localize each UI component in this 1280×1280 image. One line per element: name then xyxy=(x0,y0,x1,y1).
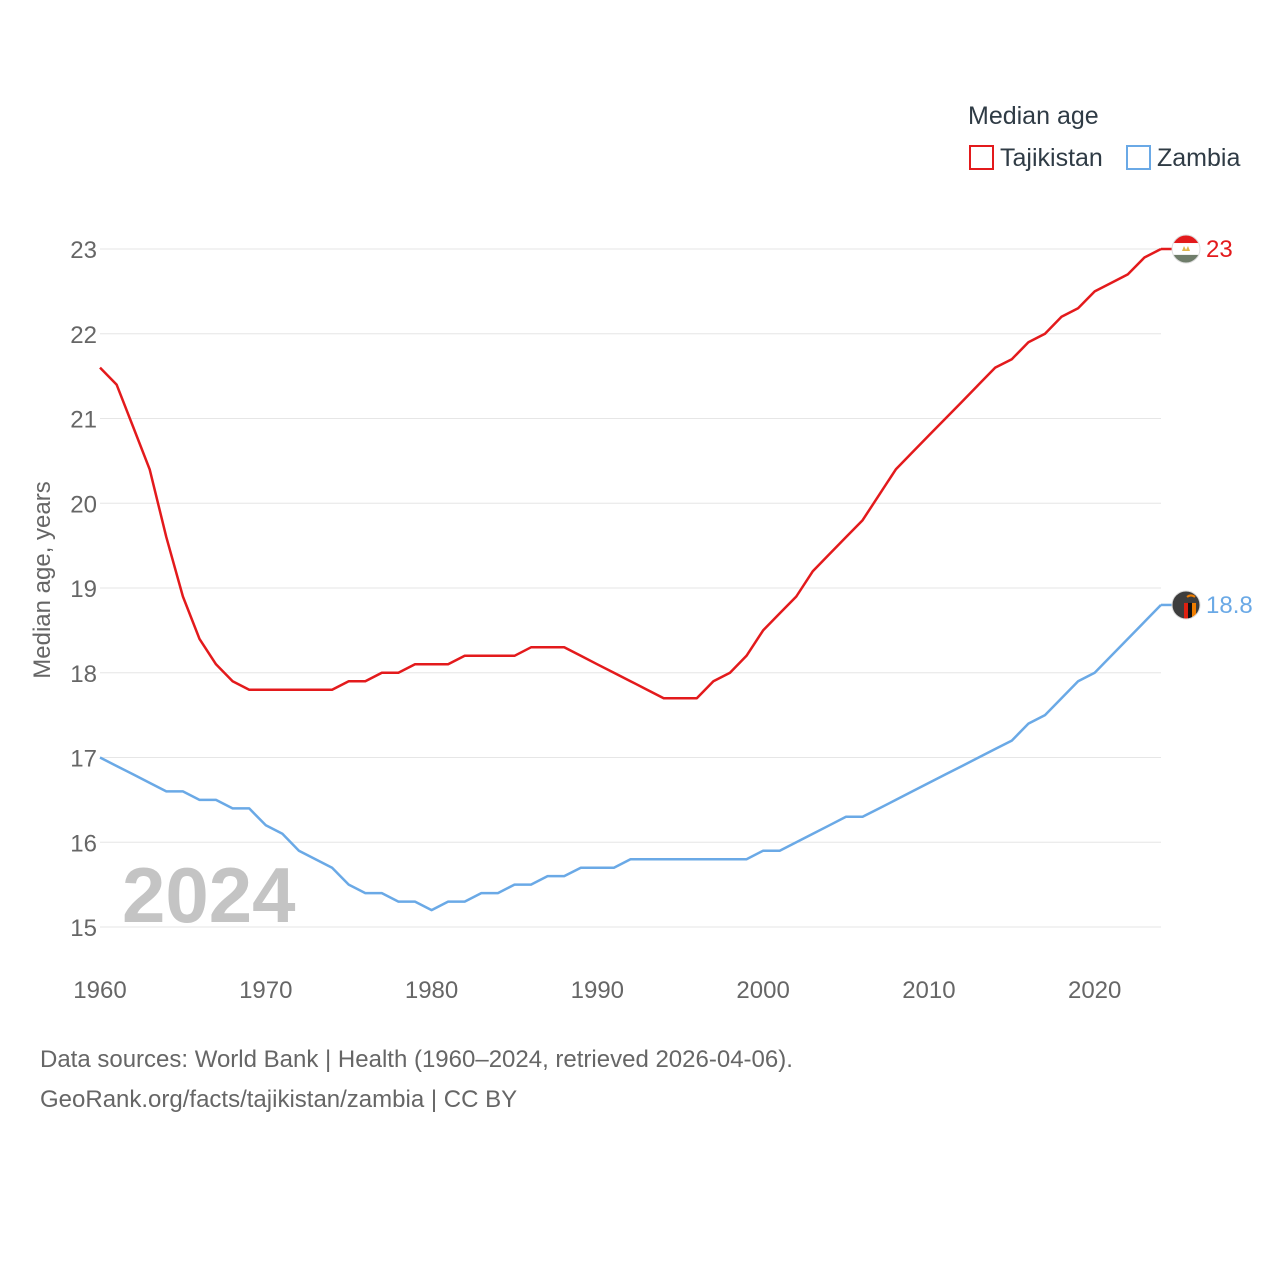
y-tick-label-20: 20 xyxy=(70,491,97,518)
y-tick-label-19: 19 xyxy=(70,576,97,603)
x-tick-label-1990: 1990 xyxy=(571,977,624,1004)
x-tick-label-1960: 1960 xyxy=(73,977,126,1004)
legend-swatch-zambia[interactable] xyxy=(1126,145,1151,170)
x-tick-label-2010: 2010 xyxy=(902,977,955,1004)
y-axis-label: Median age, years xyxy=(29,481,56,678)
legend-title: Median age xyxy=(968,102,1099,130)
y-tick-label-17: 17 xyxy=(70,746,97,773)
end-value-label-tajikistan: 23 xyxy=(1206,236,1233,263)
source-line-2: GeoRank.org/facts/tajikistan/zambia | CC… xyxy=(40,1086,518,1113)
y-tick-label-22: 22 xyxy=(70,322,97,349)
x-tick-label-1970: 1970 xyxy=(239,977,292,1004)
legend-swatch-tajikistan[interactable] xyxy=(969,145,994,170)
y-tick-label-23: 23 xyxy=(70,237,97,264)
flag-icon-zambia xyxy=(1171,590,1201,620)
series-line-zambia[interactable] xyxy=(99,604,1162,912)
y-tick-label-18: 18 xyxy=(70,661,97,688)
flag-icon-tajikistan xyxy=(1171,234,1201,264)
end-value-label-zambia: 18.8 xyxy=(1206,592,1253,619)
y-tick-label-16: 16 xyxy=(70,830,97,857)
x-axis-ticks: 1960 1970 1980 1990 2000 2010 2020 xyxy=(73,977,1121,1004)
end-markers: 23 18.8 xyxy=(1161,234,1253,620)
gridlines xyxy=(100,248,1161,928)
y-tick-label-21: 21 xyxy=(70,407,97,434)
series-line-tajikistan[interactable] xyxy=(99,247,1162,700)
current-year-watermark: 2024 xyxy=(122,851,296,939)
series-lines xyxy=(99,247,1162,912)
legend-label-tajikistan[interactable]: Tajikistan xyxy=(1000,144,1103,172)
legend: Median age Tajikistan Zambia xyxy=(968,102,1240,172)
x-tick-label-2000: 2000 xyxy=(736,977,789,1004)
y-axis-ticks: 15 16 17 18 19 20 21 22 23 xyxy=(70,237,97,942)
x-tick-label-2020: 2020 xyxy=(1068,977,1121,1004)
x-tick-label-1980: 1980 xyxy=(405,977,458,1004)
y-tick-label-15: 15 xyxy=(70,915,97,942)
source-line-1: Data sources: World Bank | Health (1960–… xyxy=(40,1046,793,1073)
legend-label-zambia[interactable]: Zambia xyxy=(1157,144,1240,172)
